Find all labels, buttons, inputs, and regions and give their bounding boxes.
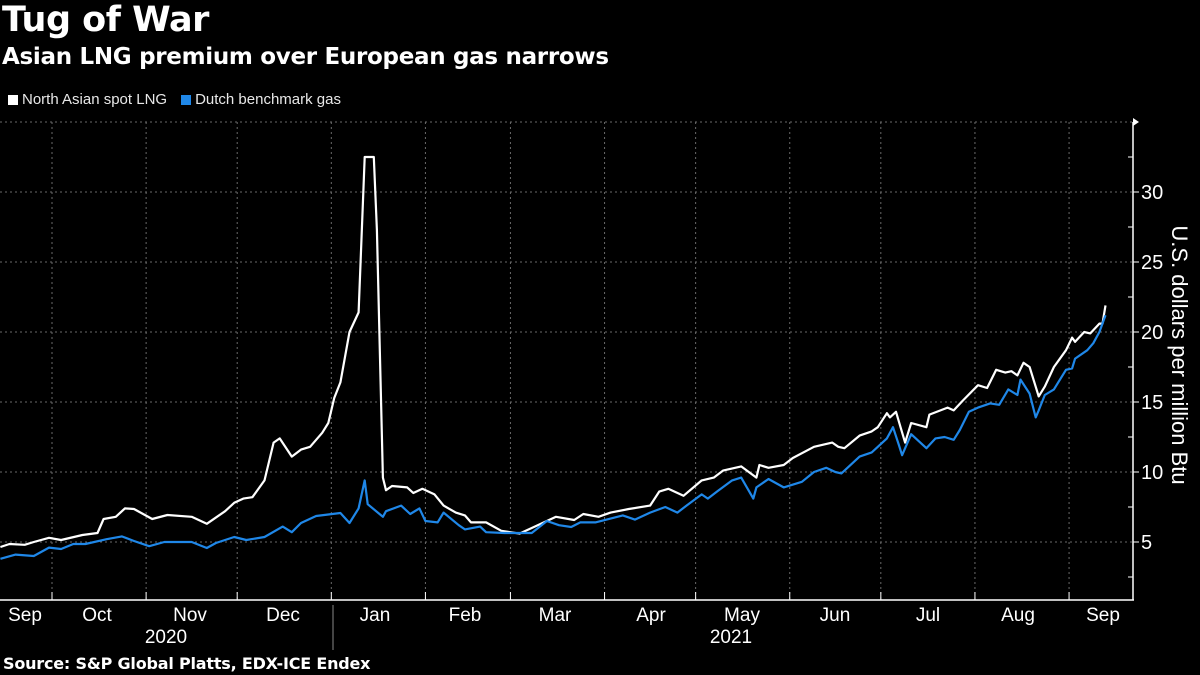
x-tick-label: Dec: [266, 605, 300, 626]
year-label: 2020: [145, 627, 187, 648]
y-tick-label: 15: [1141, 392, 1163, 414]
legend-item-dutch-gas: Dutch benchmark gas: [181, 91, 341, 108]
series-line-north-asian-lng: [0, 155, 1107, 549]
y-axis-title: U.S. dollars per million Btu: [1167, 225, 1192, 484]
x-tick-label: Apr: [636, 605, 666, 626]
x-tick-label: May: [724, 605, 760, 626]
y-tick-label: 30: [1141, 182, 1163, 204]
x-tick-label: Jan: [360, 605, 391, 626]
chart-title: Tug of War: [2, 0, 209, 40]
x-tick-label: Oct: [82, 605, 112, 626]
x-tick-label: Jun: [820, 605, 851, 626]
axes: 5 10 15 20 25 30 Sep Oct Nov Dec Jan Feb Mar Apr May Ju…: [0, 118, 1163, 650]
legend-label-dutch-gas: Dutch benchmark gas: [195, 91, 341, 108]
x-tick-label: Sep: [1086, 605, 1120, 626]
source-note: Source: S&P Global Platts, EDX-ICE Endex: [3, 654, 371, 673]
y-tick-label: 5: [1141, 532, 1152, 554]
x-tick-label: Nov: [173, 605, 207, 626]
x-tick-label: Sep: [8, 605, 42, 626]
y-tick-label: 20: [1141, 322, 1163, 344]
chart-subtitle: Asian LNG premium over European gas narr…: [2, 44, 609, 70]
series-line-dutch-gas: [0, 314, 1107, 560]
gridlines: [0, 121, 1133, 600]
year-label: 2021: [710, 627, 752, 648]
legend-item-lng: North Asian spot LNG: [8, 91, 167, 108]
legend-swatch-lng: [8, 94, 18, 105]
series-lines: [0, 155, 1107, 560]
legend: North Asian spot LNG Dutch benchmark gas: [8, 91, 341, 108]
x-tick-label: Jul: [916, 605, 940, 626]
y-tick-label: 25: [1141, 252, 1163, 274]
x-tick-label: Aug: [1001, 605, 1035, 626]
x-tick-label: Mar: [539, 605, 572, 626]
legend-label-lng: North Asian spot LNG: [22, 91, 168, 108]
legend-swatch-dutch-gas: [181, 94, 192, 105]
y-tick-label: 10: [1141, 462, 1163, 484]
y-axis-arrow: [1133, 118, 1139, 126]
x-tick-label: Feb: [449, 605, 482, 626]
